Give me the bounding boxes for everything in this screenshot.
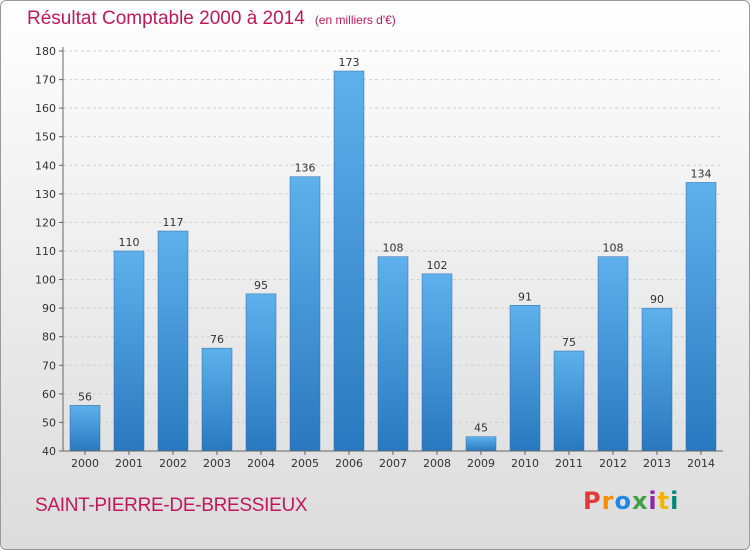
y-tick-label: 90 xyxy=(42,302,56,315)
x-tick-label-2007: 2007 xyxy=(379,457,407,470)
y-tick-label: 110 xyxy=(35,245,56,258)
x-tick-label-2008: 2008 xyxy=(423,457,451,470)
y-tick-label: 40 xyxy=(42,445,56,458)
y-tick-label: 60 xyxy=(42,388,56,401)
bar-2006 xyxy=(333,70,365,452)
x-tick-label-2001: 2001 xyxy=(115,457,143,470)
logo-letter: t xyxy=(657,487,671,515)
bar-2002 xyxy=(157,230,189,452)
logo-letter: x xyxy=(631,487,649,515)
y-tick-label: 50 xyxy=(42,416,56,429)
y-tick-label: 100 xyxy=(35,274,56,287)
bar-2010 xyxy=(509,305,541,452)
x-tick-label-2005: 2005 xyxy=(291,457,319,470)
logo-letter: i xyxy=(648,487,658,515)
data-label-2009: 45 xyxy=(474,422,488,435)
x-tick-label-2006: 2006 xyxy=(335,457,363,470)
chart-title-text: Résultat Comptable 2000 à 2014 xyxy=(27,8,305,29)
chart-subtitle: (en milliers d'€) xyxy=(314,13,396,27)
bar-2007 xyxy=(377,256,409,452)
y-axis: 40 50 60 70 80 90 100 110 120 130 140 150 160 170 180 xyxy=(35,45,64,458)
y-tick-label: 140 xyxy=(35,159,56,172)
bar-2004 xyxy=(245,293,277,452)
data-label-2013: 90 xyxy=(650,293,664,306)
proxiti-logo[interactable]: Proxiti xyxy=(583,487,679,515)
y-tick-label: 120 xyxy=(35,216,56,229)
data-label-2008: 102 xyxy=(427,259,448,272)
x-tick-label-2000: 2000 xyxy=(71,457,99,470)
x-tick-label-2009: 2009 xyxy=(467,457,495,470)
bar-2012 xyxy=(597,256,629,452)
y-tick-label: 130 xyxy=(35,188,56,201)
y-tick-label: 160 xyxy=(35,102,56,115)
x-tick-label-2004: 2004 xyxy=(247,457,275,470)
bar-2008 xyxy=(421,273,453,452)
data-label-2006: 173 xyxy=(339,56,360,69)
logo-letter: o xyxy=(614,487,632,515)
chart-title: Résultat Comptable 2000 à 2014 (en millie… xyxy=(27,8,396,30)
data-label-2002: 117 xyxy=(163,216,184,229)
bar-2005 xyxy=(289,176,321,452)
y-tick-label: 180 xyxy=(35,45,56,58)
bar-series xyxy=(69,70,717,452)
x-tick-label-2013: 2013 xyxy=(643,457,671,470)
data-labels: 56 110 117 76 95 136 173 108 102 45 91 75 108 90 134 xyxy=(78,56,712,435)
data-label-2012: 108 xyxy=(603,242,624,255)
logo-letter: P xyxy=(583,487,602,515)
data-label-2014: 134 xyxy=(691,167,712,180)
y-tick-label: 70 xyxy=(42,359,56,372)
x-axis: 2000 2001 2002 2003 2004 2005 2006 2007 2008 2009… xyxy=(63,450,723,470)
y-tick-label: 80 xyxy=(42,331,56,344)
bar-2001 xyxy=(113,250,145,452)
bar-2009 xyxy=(465,436,497,452)
logo-letter: i xyxy=(670,487,680,515)
bar-2003 xyxy=(201,347,233,452)
x-tick-label-2011: 2011 xyxy=(555,457,583,470)
data-label-2007: 108 xyxy=(383,242,404,255)
bar-2011 xyxy=(553,350,585,452)
x-tick-label-2014: 2014 xyxy=(687,457,715,470)
data-label-2003: 76 xyxy=(210,333,224,346)
bar-2014 xyxy=(685,182,717,452)
x-tick-label-2003: 2003 xyxy=(203,457,231,470)
x-tick-label-2012: 2012 xyxy=(599,457,627,470)
data-label-2000: 56 xyxy=(78,390,92,403)
place-name: SAINT-PIERRE-DE-BRESSIEUX xyxy=(35,495,308,516)
x-tick-label-2010: 2010 xyxy=(511,457,539,470)
data-label-2005: 136 xyxy=(295,162,316,175)
data-label-2001: 110 xyxy=(119,236,140,249)
data-label-2004: 95 xyxy=(254,279,268,292)
x-tick-label-2002: 2002 xyxy=(159,457,187,470)
bar-2000 xyxy=(69,405,101,452)
y-tick-label: 150 xyxy=(35,131,56,144)
logo-letter: r xyxy=(601,487,615,515)
bar-2013 xyxy=(641,307,673,452)
data-label-2011: 75 xyxy=(562,336,576,349)
y-tick-label: 170 xyxy=(35,74,56,87)
data-label-2010: 91 xyxy=(518,290,532,303)
